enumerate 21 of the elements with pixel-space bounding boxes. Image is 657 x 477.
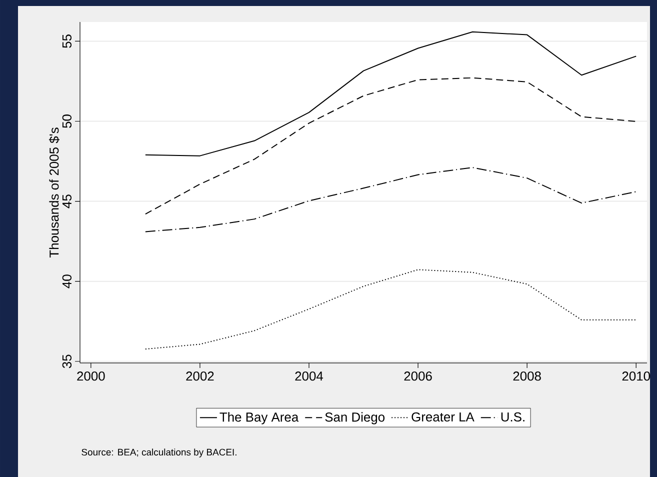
line-series — [144, 269, 637, 350]
x-tick-label: 2004 — [295, 372, 324, 381]
legend-label: The Bay Area — [220, 412, 299, 424]
line-series — [144, 31, 637, 156]
x-tick-label: 2010 — [622, 372, 650, 381]
line-series — [144, 167, 637, 232]
x-tick-label: 2002 — [186, 372, 214, 381]
y-tick-label: 40 — [62, 274, 72, 288]
y-tick-label: 45 — [62, 194, 72, 208]
source-note: Source: BEA; calculations by BACEI. — [82, 448, 236, 458]
y-tick-label: 35 — [62, 354, 72, 368]
y-tick-label: 55 — [62, 34, 72, 48]
legend-label: San Diego — [325, 412, 385, 424]
x-tick-label: 2008 — [513, 372, 541, 381]
legend-label: Greater LA — [412, 412, 474, 422]
y-tick-label: 50 — [62, 114, 72, 128]
x-tick-label: 2006 — [404, 372, 432, 381]
legend-label: U.S. — [501, 412, 524, 422]
line-series — [144, 77, 637, 215]
y-axis-title: Thousands of 2005 $'s — [48, 128, 60, 258]
x-tick-label: 2000 — [77, 372, 105, 381]
